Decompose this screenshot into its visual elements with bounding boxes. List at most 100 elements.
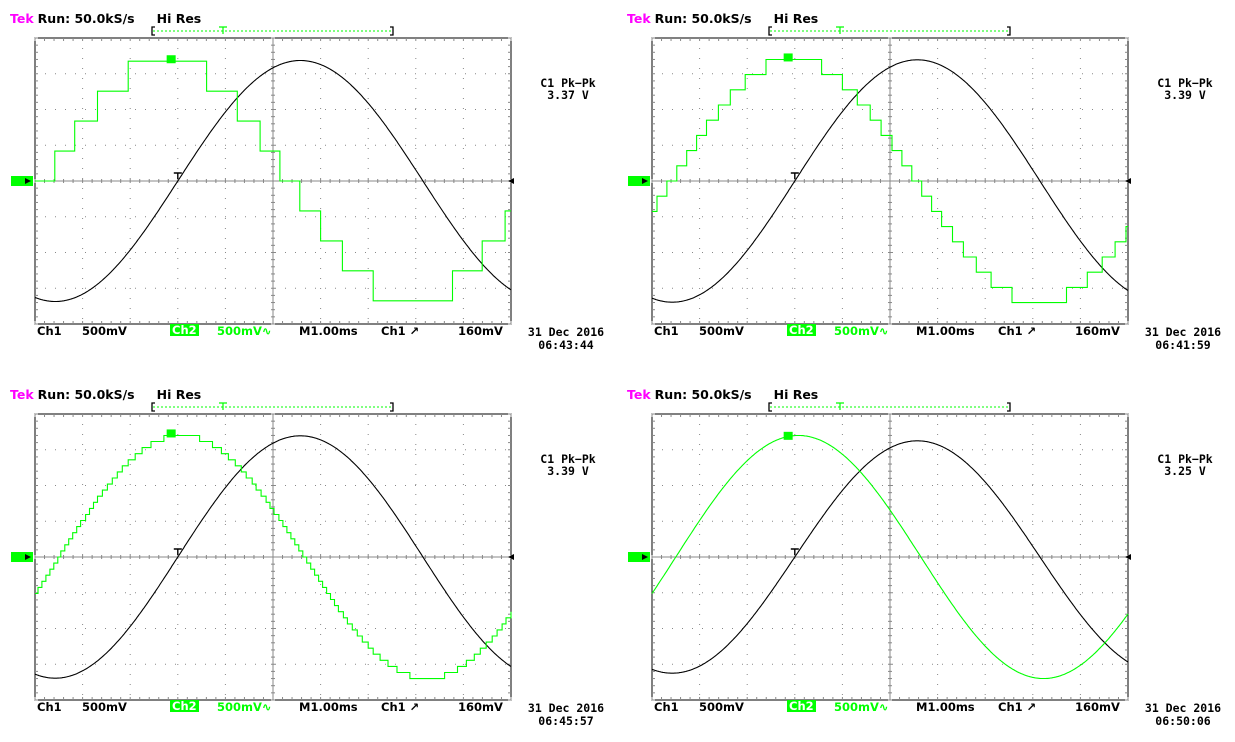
ch1-trace bbox=[34, 59, 512, 303]
measurement-readout: C1 Pk−Pk 3.39 V bbox=[524, 453, 612, 477]
measurement-label: C1 Pk−Pk bbox=[1157, 452, 1213, 466]
measurement-readout: C1 Pk−Pk 3.37 V bbox=[524, 77, 612, 101]
measurement-value: 3.39 V bbox=[1164, 88, 1206, 102]
timestamp: 31 Dec 2016 06:45:57 bbox=[519, 702, 613, 728]
timebase: M1.00ms bbox=[299, 324, 358, 338]
acquisition-mode: Hi Res bbox=[773, 387, 819, 402]
ch1-label: Ch1 bbox=[654, 700, 679, 714]
ch1-trigger-marker bbox=[790, 548, 799, 555]
measurement-label: C1 Pk−Pk bbox=[540, 76, 596, 90]
date: 31 Dec 2016 bbox=[1144, 701, 1222, 715]
timestamp: 31 Dec 2016 06:41:59 bbox=[1136, 326, 1230, 352]
trigger-source: Ch1 ↗ bbox=[998, 700, 1037, 714]
scope-panel: Tek Run: 50.0kS/s Hi Res C1 Pk−Pk 3.37 V Ch… bbox=[0, 0, 617, 366]
sample-rate: Run: 50.0kS/s bbox=[654, 11, 752, 26]
ch1-trace bbox=[651, 440, 1129, 674]
ch2-label: Ch2 bbox=[170, 323, 199, 337]
ch1-ground-marker bbox=[11, 176, 33, 186]
brand-label: Tek bbox=[627, 387, 651, 402]
ch2-scale: 500mV∿ bbox=[217, 324, 272, 338]
ch2-scale: 500mV∿ bbox=[834, 700, 889, 714]
scope-panel: Tek Run: 50.0kS/s Hi Res C1 Pk−Pk 3.25 V Ch… bbox=[617, 376, 1234, 742]
ch2-label: Ch2 bbox=[787, 323, 816, 337]
measurement-value: 3.39 V bbox=[547, 464, 589, 478]
sample-rate: Run: 50.0kS/s bbox=[654, 387, 752, 402]
oscilloscope-display bbox=[628, 402, 1131, 701]
record-view-bracket-left bbox=[768, 402, 772, 412]
trigger-level-arrow bbox=[1125, 178, 1131, 184]
header: Tek Run: 50.0kS/s Hi Res bbox=[627, 387, 818, 402]
trigger-level-arrow bbox=[508, 178, 514, 184]
header: Tek Run: 50.0kS/s Hi Res bbox=[10, 11, 201, 26]
sample-rate: Run: 50.0kS/s bbox=[37, 387, 135, 402]
ch2-trigger-marker bbox=[783, 53, 793, 62]
brand-label: Tek bbox=[10, 387, 34, 402]
brand-label: Tek bbox=[627, 11, 651, 26]
header: Tek Run: 50.0kS/s Hi Res bbox=[627, 11, 818, 26]
trigger-level: 160mV bbox=[1075, 324, 1120, 338]
oscilloscope-display bbox=[628, 26, 1131, 325]
brand-label: Tek bbox=[10, 11, 34, 26]
record-trigger-marker bbox=[836, 402, 844, 410]
ch1-label: Ch1 bbox=[37, 324, 62, 338]
time: 06:43:44 bbox=[538, 338, 594, 352]
ch2-trace bbox=[35, 60, 511, 302]
ch2-trigger-marker bbox=[166, 55, 176, 64]
record-trigger-marker bbox=[219, 402, 227, 410]
trigger-level-arrow bbox=[508, 554, 514, 560]
ch1-scale: 500mV bbox=[82, 324, 127, 338]
oscilloscope-display bbox=[11, 26, 514, 325]
ch2-trace bbox=[35, 434, 512, 680]
oscilloscope-display bbox=[11, 402, 514, 701]
record-view-bracket-left bbox=[151, 402, 155, 412]
ch1-label: Ch1 bbox=[654, 324, 679, 338]
ch1-trigger-marker bbox=[173, 548, 182, 555]
ch2-trigger-marker bbox=[783, 431, 793, 440]
ch1-label: Ch1 bbox=[37, 700, 62, 714]
record-trigger-marker bbox=[836, 26, 844, 34]
timebase: M1.00ms bbox=[916, 324, 975, 338]
ch1-ground-marker bbox=[11, 552, 33, 562]
header: Tek Run: 50.0kS/s Hi Res bbox=[10, 387, 201, 402]
ch1-ground-arrow bbox=[642, 178, 648, 184]
date: 31 Dec 2016 bbox=[1144, 325, 1222, 339]
measurement-label: C1 Pk−Pk bbox=[540, 452, 596, 466]
ch1-ground-marker bbox=[628, 176, 650, 186]
acquisition-mode: Hi Res bbox=[156, 387, 202, 402]
timebase: M1.00ms bbox=[299, 700, 358, 714]
ch2-label: Ch2 bbox=[170, 699, 199, 713]
record-trigger-marker bbox=[219, 26, 227, 34]
trigger-level-arrow bbox=[1125, 554, 1131, 560]
trigger-level: 160mV bbox=[1075, 700, 1120, 714]
time: 06:41:59 bbox=[1155, 338, 1211, 352]
ch2-trace bbox=[652, 58, 1128, 304]
ch2-scale: 500mV∿ bbox=[217, 700, 272, 714]
ch2-trace bbox=[651, 434, 1129, 680]
record-view-bracket-right bbox=[390, 402, 394, 412]
ch1-ground-arrow bbox=[25, 178, 31, 184]
trigger-level: 160mV bbox=[458, 324, 503, 338]
sample-rate: Run: 50.0kS/s bbox=[37, 11, 135, 26]
trigger-source: Ch1 ↗ bbox=[998, 324, 1037, 338]
ch1-ground-arrow bbox=[25, 554, 31, 560]
timestamp: 31 Dec 2016 06:43:44 bbox=[519, 326, 613, 352]
date: 31 Dec 2016 bbox=[527, 701, 605, 715]
record-view-bracket-right bbox=[1007, 402, 1011, 412]
ch1-scale: 500mV bbox=[82, 700, 127, 714]
measurement-readout: C1 Pk−Pk 3.39 V bbox=[1141, 77, 1229, 101]
ch1-trace bbox=[34, 435, 512, 679]
ch1-trace bbox=[651, 59, 1129, 303]
measurement-value: 3.25 V bbox=[1164, 464, 1206, 478]
scope-panel: Tek Run: 50.0kS/s Hi Res C1 Pk−Pk 3.39 V Ch… bbox=[0, 376, 617, 742]
measurement-value: 3.37 V bbox=[547, 88, 589, 102]
trigger-source: Ch1 ↗ bbox=[381, 700, 420, 714]
record-view-bracket-left bbox=[768, 26, 772, 36]
ch1-trigger-marker bbox=[790, 172, 799, 179]
scope-panel: Tek Run: 50.0kS/s Hi Res C1 Pk−Pk 3.39 V Ch… bbox=[617, 0, 1234, 366]
time: 06:45:57 bbox=[538, 714, 594, 728]
trigger-level: 160mV bbox=[458, 700, 503, 714]
record-view-bracket-left bbox=[151, 26, 155, 36]
ch2-label: Ch2 bbox=[787, 699, 816, 713]
acquisition-mode: Hi Res bbox=[156, 11, 202, 26]
record-view-bracket-right bbox=[390, 26, 394, 36]
